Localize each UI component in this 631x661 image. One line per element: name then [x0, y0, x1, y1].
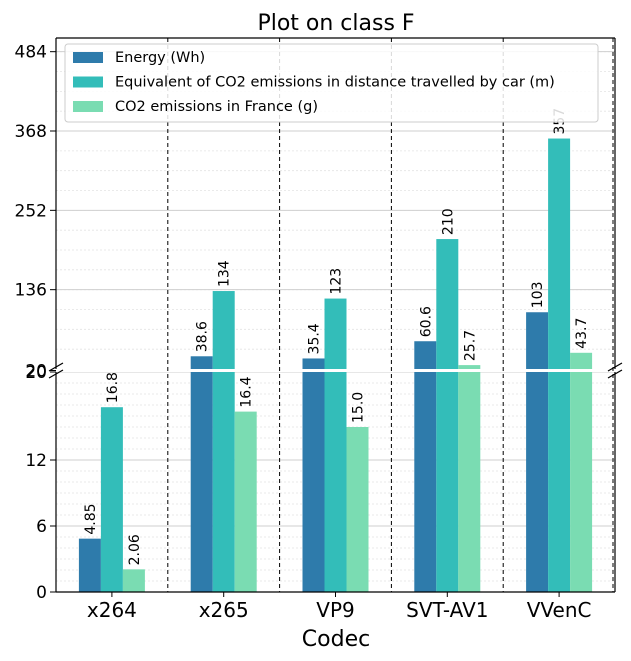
data-label: 38.6 [195, 321, 211, 352]
bar [324, 372, 347, 592]
legend-swatch [73, 101, 103, 112]
bar [346, 427, 369, 592]
bar [570, 352, 593, 369]
y-tick-label: 0 [36, 583, 47, 603]
bar [414, 372, 437, 592]
y-tick-label: 484 [15, 43, 47, 63]
bar [212, 372, 235, 592]
data-label: 134 [217, 260, 233, 287]
y-tick-label: 252 [15, 201, 47, 221]
data-label: 60.6 [418, 306, 434, 337]
bar [212, 291, 235, 369]
legend: Energy (Wh) Equivalent of CO2 emissions i… [64, 43, 599, 123]
x-tick-label: VP9 [316, 598, 354, 622]
bar [458, 372, 481, 592]
labels-layer: 4.8538.635.460.610316.81341232103572.061… [83, 108, 590, 566]
axis-break-mark [48, 369, 64, 379]
y-tick-label: 20 [25, 362, 47, 382]
bar [414, 341, 437, 369]
bar [436, 239, 459, 369]
bar [190, 372, 213, 592]
bar [526, 372, 549, 592]
axis-break-mark [48, 362, 64, 372]
bar [526, 312, 549, 369]
legend-swatch [73, 76, 103, 88]
bar [190, 356, 213, 369]
data-label: 15.0 [351, 392, 367, 423]
data-label: 16.4 [239, 376, 255, 407]
bar [100, 407, 123, 592]
x-tick-label: x264 [87, 598, 137, 622]
bar [570, 372, 593, 592]
data-label: 2.06 [127, 534, 143, 565]
data-label: 4.85 [83, 503, 99, 534]
data-label: 25.7 [462, 330, 478, 361]
data-label: 123 [329, 268, 345, 295]
legend-box [64, 43, 599, 123]
bar [78, 538, 101, 592]
x-tick-label: SVT-AV1 [406, 598, 488, 622]
y-tick-label: 20 [25, 363, 47, 383]
bar [302, 372, 325, 592]
legend-label: Equivalent of CO2 emissions in distance … [115, 75, 555, 91]
y-tick-label: 12 [25, 451, 47, 471]
data-label: 35.4 [307, 323, 323, 354]
y-tick-label: 368 [15, 122, 47, 142]
bar [548, 138, 571, 369]
x-tick-label: VVenC [527, 598, 592, 622]
data-label: 210 [440, 208, 456, 235]
bar [458, 365, 481, 369]
legend-label: CO2 emissions in France (g) [115, 99, 318, 115]
y-tick-label: 6 [36, 517, 47, 537]
bars-layer [78, 138, 593, 592]
bar [436, 372, 459, 592]
axis-break-mark [607, 362, 623, 372]
legend-label: Energy (Wh) [115, 50, 205, 66]
bar [122, 569, 145, 592]
data-label: 103 [530, 282, 546, 309]
data-label: 43.7 [574, 318, 590, 349]
bar [302, 358, 325, 369]
chart-title: Plot on class F [257, 11, 414, 36]
legend-swatch [73, 52, 103, 63]
axis-break-mark [607, 369, 623, 379]
x-axis-label: Codec [302, 627, 370, 652]
data-label: 16.8 [105, 372, 121, 403]
axis-break-band [56, 369, 615, 372]
bar [548, 372, 571, 592]
y-tick-label: 136 [15, 281, 47, 301]
x-tick-label: x265 [199, 598, 249, 622]
bar [234, 411, 257, 592]
bar [324, 298, 347, 369]
